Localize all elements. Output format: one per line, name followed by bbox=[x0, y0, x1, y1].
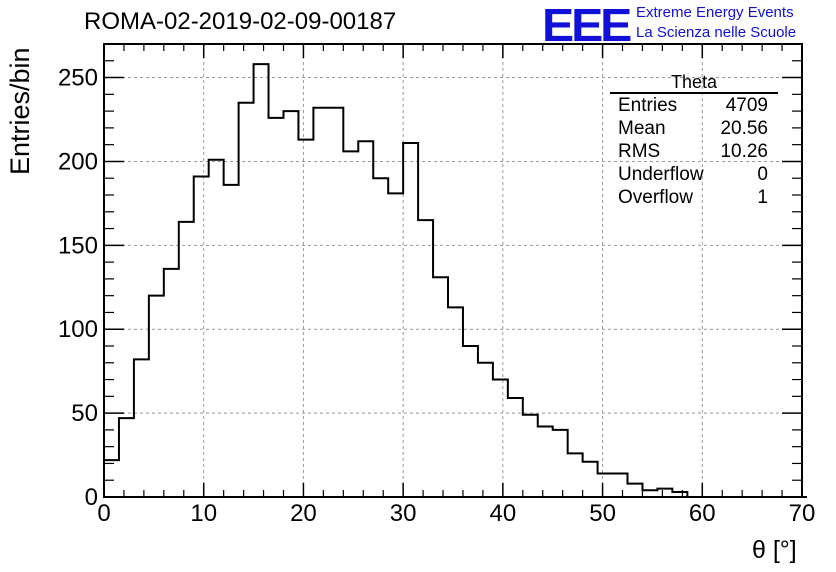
plot-frame bbox=[103, 43, 803, 498]
x-tick-label: 30 bbox=[390, 500, 417, 527]
grid-lines bbox=[104, 44, 802, 497]
x-tick-label: 60 bbox=[689, 500, 716, 527]
x-tick-label: 70 bbox=[789, 500, 816, 527]
x-tick-label: 0 bbox=[97, 500, 110, 527]
y-tick-label: 50 bbox=[71, 400, 98, 427]
histogram-step-line bbox=[104, 63, 807, 498]
y-axis-label: Entries/bin bbox=[5, 47, 35, 175]
stats-value: 4709 bbox=[725, 95, 768, 116]
stats-row: Underflow 0 bbox=[610, 163, 778, 186]
stats-label: RMS bbox=[618, 141, 661, 162]
stats-value: 1 bbox=[757, 187, 768, 208]
stats-label: Entries bbox=[618, 95, 678, 116]
y-tick-label: 100 bbox=[58, 316, 98, 343]
eee-logo: EEE bbox=[542, 0, 632, 51]
x-tick-label: 40 bbox=[490, 500, 517, 527]
stats-row: Overflow 1 bbox=[610, 186, 778, 209]
logo-line-1: Extreme Energy Events bbox=[636, 4, 794, 21]
x-tick-label: 10 bbox=[190, 500, 217, 527]
x-tick-label: 20 bbox=[290, 500, 317, 527]
y-tick-label: 250 bbox=[58, 65, 98, 92]
stats-value: 20.56 bbox=[720, 118, 768, 139]
stats-label: Underflow bbox=[618, 164, 704, 185]
stats-label: Mean bbox=[618, 118, 666, 139]
stats-row: Entries 4709 bbox=[610, 94, 778, 117]
chart-title: ROMA-02-2019-02-09-00187 bbox=[84, 8, 397, 35]
y-tick-label: 200 bbox=[58, 148, 98, 175]
stats-title: Theta bbox=[610, 72, 778, 94]
stats-row: RMS 10.26 bbox=[610, 140, 778, 163]
stats-row: Mean 20.56 bbox=[610, 117, 778, 140]
y-tick-label: 0 bbox=[85, 484, 98, 511]
x-tick-label: 50 bbox=[589, 500, 616, 527]
logo-line-2: La Scienza nelle Scuole bbox=[636, 24, 797, 41]
stats-box: Theta Entries 4709 Mean 20.56 RMS 10.26 Underf… bbox=[610, 72, 778, 209]
stats-label: Overflow bbox=[618, 187, 693, 208]
stats-value: 10.26 bbox=[720, 141, 768, 162]
x-axis-label: θ [°] bbox=[752, 536, 797, 564]
y-tick-label: 150 bbox=[58, 232, 98, 259]
stats-value: 0 bbox=[757, 164, 768, 185]
